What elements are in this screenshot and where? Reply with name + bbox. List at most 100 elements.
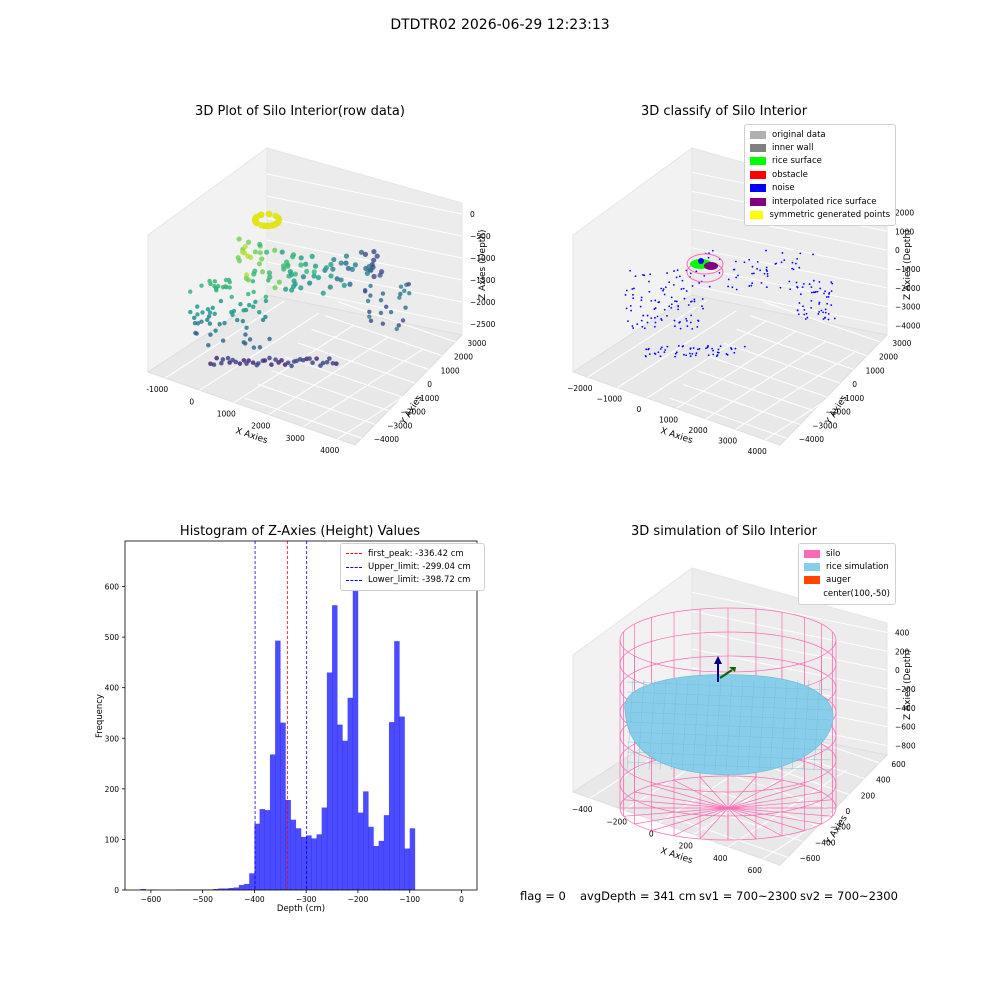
legend-swatch bbox=[750, 144, 766, 153]
p1-ytick: 0 bbox=[427, 380, 432, 389]
legend-label: rice surface bbox=[772, 156, 822, 167]
p3-ztick: −400 bbox=[895, 704, 916, 713]
histogram-vlines bbox=[254, 541, 308, 890]
plot2-noise-point bbox=[804, 318, 807, 320]
plot1-point bbox=[310, 360, 315, 366]
plot2-noise-point bbox=[666, 345, 669, 348]
plot2-noise-point bbox=[647, 348, 650, 351]
plot1-point bbox=[223, 277, 229, 283]
plot1-point bbox=[210, 305, 215, 311]
plot1-point bbox=[328, 261, 334, 268]
plot1-point bbox=[212, 311, 217, 317]
plot2-noise-point bbox=[677, 305, 680, 308]
plot1-point bbox=[252, 249, 259, 255]
plot1-point bbox=[214, 355, 219, 361]
plot1-point bbox=[253, 299, 258, 305]
plot1-point bbox=[200, 310, 205, 315]
plot1-point bbox=[207, 321, 213, 326]
p3-ytick: 200 bbox=[861, 791, 876, 800]
plot2-noise-point bbox=[792, 268, 795, 271]
plot2-noise-point bbox=[695, 352, 698, 355]
plot2-noise-point bbox=[796, 309, 799, 312]
plot1-point bbox=[273, 357, 278, 362]
plot1-point bbox=[227, 285, 232, 290]
plot1-point bbox=[246, 302, 252, 308]
plot2-noise-point bbox=[683, 297, 686, 300]
plot2-noise-point bbox=[830, 290, 833, 293]
plot2-noise-point bbox=[705, 347, 707, 350]
legend-entry: inner wall bbox=[750, 141, 890, 154]
plot2-silo-ring bbox=[686, 253, 724, 275]
footer-flag: flag = 0 bbox=[520, 889, 566, 903]
plot2-noise-point bbox=[646, 321, 649, 324]
plot1-point bbox=[245, 239, 252, 245]
plot2-noise-point bbox=[791, 261, 794, 264]
plot2-noise-point bbox=[732, 268, 735, 271]
plot1-3d-axes: X Axies Y Axies Z Axies (Depth) -1000010… bbox=[146, 147, 496, 455]
p1-ztick: 0 bbox=[470, 210, 475, 219]
plot2-noise-point bbox=[664, 286, 667, 289]
plot1-point bbox=[362, 251, 369, 257]
p3-ytick: −200 bbox=[830, 823, 851, 832]
plot2-noise-point bbox=[654, 307, 657, 309]
legend-swatch bbox=[750, 211, 764, 220]
plot2-noise-point bbox=[707, 345, 709, 347]
histogram-bar bbox=[409, 828, 416, 890]
plot2-noise-point bbox=[693, 298, 696, 301]
plot2-noise-point bbox=[648, 290, 651, 293]
figure-title: DTDTR02 2026-06-29 12:23:13 bbox=[390, 17, 610, 33]
histogram-bar bbox=[378, 840, 385, 890]
plot2-noise-point bbox=[691, 285, 694, 287]
plot2-noise-point bbox=[824, 317, 826, 319]
plot2-noise-point bbox=[653, 352, 656, 355]
plot1-point bbox=[243, 341, 248, 346]
plot1-point bbox=[312, 263, 319, 269]
plot1-point bbox=[367, 314, 372, 319]
legend-entry: auger bbox=[804, 574, 890, 587]
plot2-noise-point bbox=[711, 347, 714, 350]
plot2-noise-point bbox=[689, 272, 692, 275]
plot2-noise-point bbox=[765, 286, 768, 289]
legend-swatch bbox=[750, 157, 766, 166]
plot1-point bbox=[345, 265, 352, 271]
plot1-point bbox=[199, 319, 204, 324]
plot1-point bbox=[400, 318, 406, 323]
plot2-noise-point bbox=[743, 261, 746, 264]
histogram-bar bbox=[316, 834, 322, 890]
histogram-bar bbox=[280, 722, 286, 890]
plot2-noise-point bbox=[675, 276, 678, 279]
histogram-bar bbox=[311, 838, 317, 890]
plot2-noise-point bbox=[663, 293, 666, 296]
p3-ytick: −600 bbox=[800, 854, 821, 863]
plot2-ticks: −2000 −1000 0 1000 2000 3000 4000 3000 2000 1000 0… bbox=[567, 208, 921, 455]
histogram-legend-entry: Upper_limit: -299.04 cm bbox=[346, 560, 479, 573]
p1-ztick: −1500 bbox=[470, 276, 496, 285]
plot1-point bbox=[188, 309, 193, 315]
chart-title: Histogram of Z-Axies (Height) Values bbox=[179, 524, 421, 539]
p3-ytick: 600 bbox=[891, 760, 906, 769]
plot1-point bbox=[237, 361, 243, 366]
plot2-noise-point bbox=[801, 286, 804, 289]
plot1-point bbox=[192, 320, 198, 326]
plot1-point bbox=[250, 360, 256, 365]
plot1-point bbox=[242, 243, 248, 250]
plot1-point bbox=[257, 250, 263, 256]
legend-entry: original data bbox=[750, 128, 890, 141]
plot2-interpolated bbox=[704, 262, 718, 270]
plot1-point bbox=[396, 323, 402, 328]
plot2-noise-point bbox=[681, 279, 684, 282]
plot2-noise-point bbox=[830, 304, 833, 306]
plot1-point bbox=[374, 253, 380, 259]
plot2-noise-point bbox=[822, 318, 825, 320]
p3-ytick: 400 bbox=[876, 776, 891, 785]
plot2-noise-point bbox=[822, 311, 824, 314]
p3-ztick: 400 bbox=[895, 628, 910, 637]
plot1-point bbox=[394, 326, 399, 332]
histogram-bar bbox=[213, 888, 219, 890]
plot2-noise-point bbox=[676, 269, 679, 272]
histogram-bar bbox=[352, 556, 359, 890]
plot2-noise-point bbox=[707, 354, 710, 357]
plot1-point bbox=[402, 288, 407, 294]
plot1-point bbox=[238, 301, 243, 307]
plot2-noise-point bbox=[661, 346, 663, 349]
